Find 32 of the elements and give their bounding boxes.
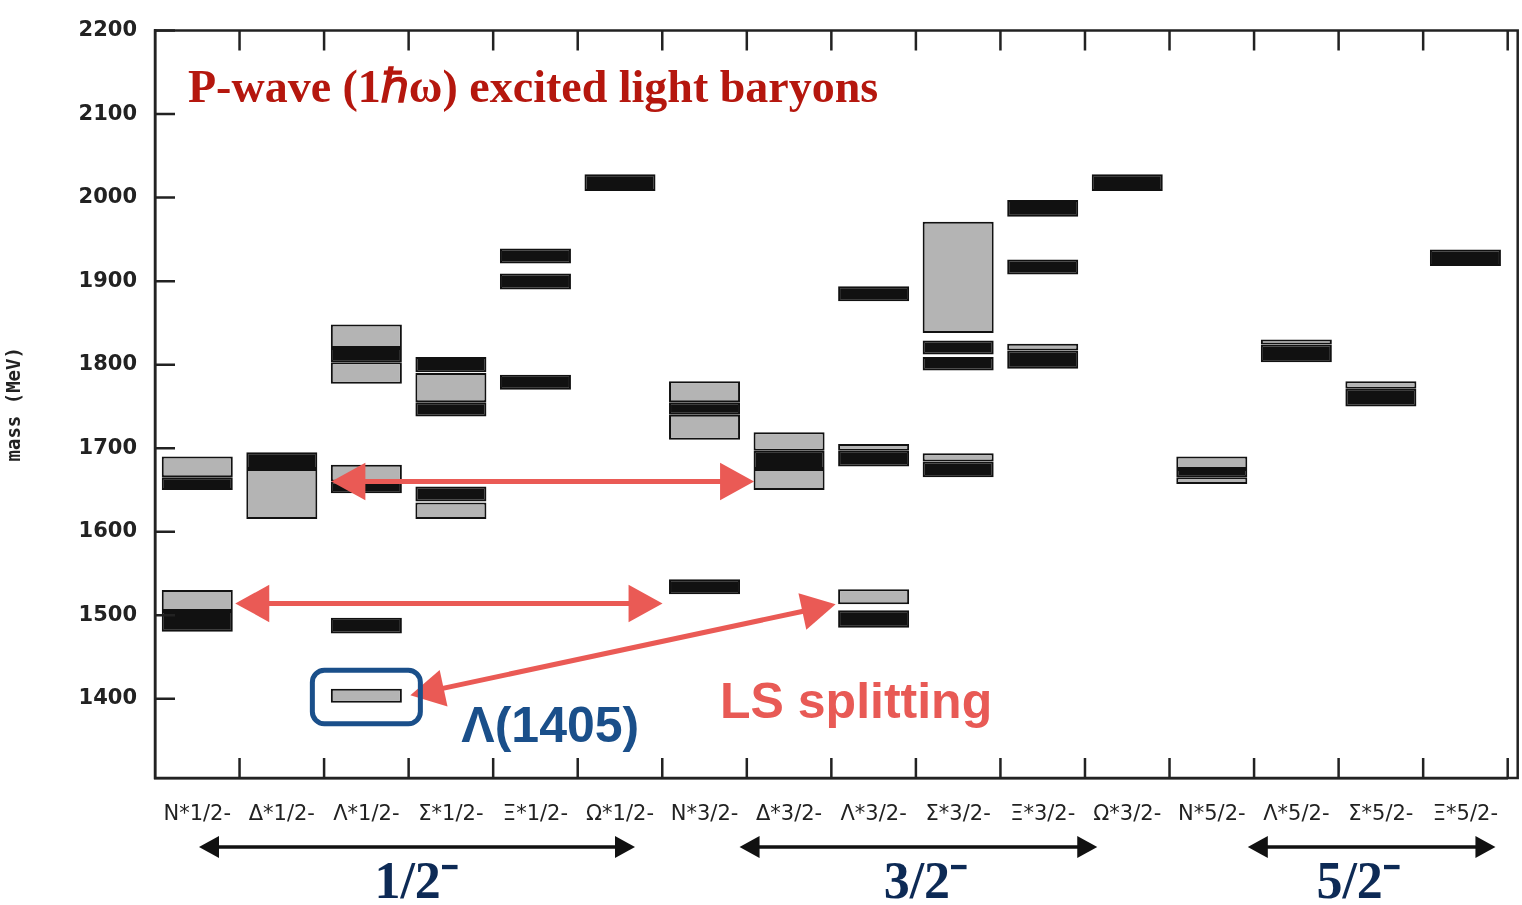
x-tick-label: Λ*5/2- xyxy=(1263,801,1330,826)
x-tick-label: Ξ*3/2- xyxy=(1010,801,1076,826)
x-tick-label: Λ*3/2- xyxy=(840,801,907,826)
y-tick-label: 1800 xyxy=(78,351,137,376)
text: 3/2⁻ xyxy=(883,852,969,905)
x-tick-label: Σ*5/2- xyxy=(1348,801,1414,826)
x-tick-label: Ω*3/2- xyxy=(1093,801,1162,826)
x-tick-label: Σ*3/2- xyxy=(925,801,991,826)
y-tick-label: 1500 xyxy=(78,601,137,626)
x-tick-label: N*3/2- xyxy=(670,801,739,826)
x-tick-label: Ξ*5/2- xyxy=(1432,801,1499,826)
x-tick-label: N*1/2- xyxy=(163,801,232,826)
x-tick-label: Ω*1/2- xyxy=(586,801,654,826)
x-tick-label: Δ*1/2- xyxy=(248,801,315,826)
x-tick-label: N*5/2- xyxy=(1178,801,1246,826)
y-tick-label: 2200 xyxy=(78,17,137,42)
annotation: Λ(1405) xyxy=(461,697,640,754)
text: P-wave (1ℏω) excited light baryons xyxy=(188,61,879,112)
y-tick-label: 2000 xyxy=(78,184,137,209)
x-tick-label: Δ*3/2- xyxy=(755,801,823,826)
x-tick-label: Σ*1/2- xyxy=(418,801,484,826)
y-tick-label: 1700 xyxy=(78,434,137,459)
annotation: LS splitting xyxy=(720,673,993,729)
y-tick-label: 1400 xyxy=(78,685,137,710)
x-tick-label: Λ*1/2- xyxy=(333,801,400,826)
text: 1/2⁻ xyxy=(374,852,459,905)
y-tick-label: 2100 xyxy=(78,100,137,125)
y-tick-label: 1600 xyxy=(78,518,137,543)
x-tick-label: Ξ*1/2- xyxy=(502,801,569,826)
text: 5/2⁻ xyxy=(1316,852,1401,905)
y-axis-title: mass (MeV) xyxy=(2,347,25,462)
y-tick-label: 1900 xyxy=(78,267,137,292)
